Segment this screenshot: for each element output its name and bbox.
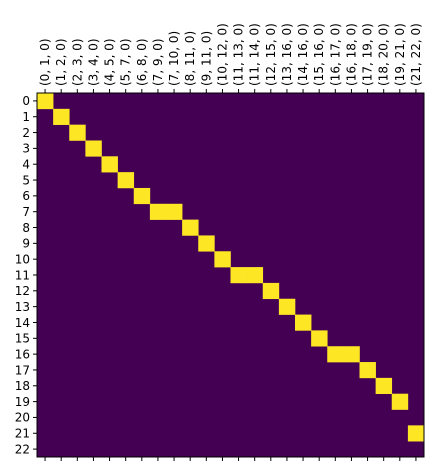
x-tick-label: (13, 16, 0)	[280, 23, 294, 86]
y-tick-label: 10	[15, 252, 30, 266]
x-tick-label: (0, 1, 0)	[38, 38, 52, 86]
heatmap-cell	[391, 393, 409, 410]
x-tick-label: (8, 11, 0)	[183, 31, 197, 86]
x-tick-label: (21, 22, 0)	[409, 23, 423, 86]
heatmap-cell	[295, 314, 312, 331]
x-tick-label: (16, 17, 0)	[328, 23, 342, 86]
y-tick-label: 6	[22, 189, 30, 203]
heatmap-cell	[359, 362, 376, 379]
heatmap-cell	[246, 267, 264, 284]
y-tick-label: 15	[15, 332, 30, 346]
x-tick-label: (14, 16, 0)	[296, 23, 310, 86]
y-tick-label: 17	[15, 363, 30, 377]
y-tick-label: 19	[15, 395, 30, 409]
heatmap-cell	[311, 330, 328, 347]
y-tick-label: 4	[22, 158, 30, 172]
x-tick-label: (15, 16, 0)	[312, 23, 326, 86]
heatmap-cell	[117, 172, 135, 189]
x-tick-label: (10, 12, 0)	[215, 23, 229, 86]
y-tick-label: 5	[22, 173, 30, 187]
x-tick-label: (5, 7, 0)	[119, 38, 133, 86]
x-tick-label: (7, 9, 0)	[151, 38, 165, 86]
heatmap-cell	[101, 156, 118, 173]
x-tick-label: (3, 4, 0)	[86, 38, 100, 86]
x-tick-label: (9, 11, 0)	[199, 31, 213, 86]
heatmap-cell	[182, 219, 199, 236]
x-tick-label: (12, 15, 0)	[264, 23, 278, 86]
x-tick-label: (11, 14, 0)	[248, 23, 262, 86]
x-tick-label: (19, 21, 0)	[393, 23, 407, 86]
x-tick-label: (4, 5, 0)	[103, 38, 117, 86]
y-tick-label: 16	[15, 347, 30, 361]
x-tick-label: (16, 18, 0)	[344, 23, 358, 86]
heatmap-cell	[198, 235, 215, 252]
y-tick-label: 9	[22, 237, 30, 251]
y-tick-label: 2	[22, 126, 30, 140]
y-tick-label: 22	[15, 442, 30, 456]
heatmap-cell	[262, 282, 280, 300]
heatmap-cell	[230, 267, 247, 284]
heatmap-cell	[214, 251, 231, 268]
heatmap-cell	[407, 425, 425, 442]
y-tick-label: 14	[15, 316, 30, 330]
heatmap-cell	[166, 203, 183, 220]
heatmap-cell	[53, 108, 70, 125]
y-tick-label: 7	[22, 205, 30, 219]
x-tick-label: (1, 2, 0)	[54, 38, 68, 86]
x-tick-label: (6, 8, 0)	[135, 38, 149, 86]
y-tick-label: 21	[15, 427, 30, 441]
heatmap-cell	[327, 346, 344, 363]
heatmap-cell	[375, 377, 393, 394]
heatmap-cell	[149, 203, 167, 220]
heatmap-cell	[85, 140, 102, 157]
heatmap-cell	[278, 298, 296, 315]
y-tick-label: 20	[15, 411, 30, 425]
y-tick-label: 0	[22, 94, 30, 108]
x-tick-label: (7, 10, 0)	[167, 31, 181, 86]
y-tick-label: 8	[22, 221, 30, 235]
x-tick-label: (18, 20, 0)	[377, 23, 391, 86]
heatmap-cell	[37, 93, 54, 110]
x-axis-ticks: (0, 1, 0) (1, 2, 0) (2, 3, 0) (3, 4, 0) (4, …	[38, 23, 423, 461]
heatmap-cell	[133, 187, 151, 205]
y-tick-label: 3	[22, 142, 30, 156]
heatmap-cells	[37, 93, 425, 457]
y-tick-label: 1	[22, 110, 30, 124]
y-tick-label: 13	[15, 300, 30, 314]
x-tick-label: (11, 13, 0)	[232, 23, 246, 86]
heatmap-cell	[343, 346, 360, 363]
heatmap-cell	[69, 124, 86, 141]
y-tick-label: 12	[15, 284, 30, 298]
x-tick-label: (2, 3, 0)	[70, 38, 84, 86]
x-tick-label: (17, 19, 0)	[361, 23, 375, 86]
y-tick-label: 11	[15, 268, 30, 282]
y-tick-label: 18	[15, 379, 30, 393]
